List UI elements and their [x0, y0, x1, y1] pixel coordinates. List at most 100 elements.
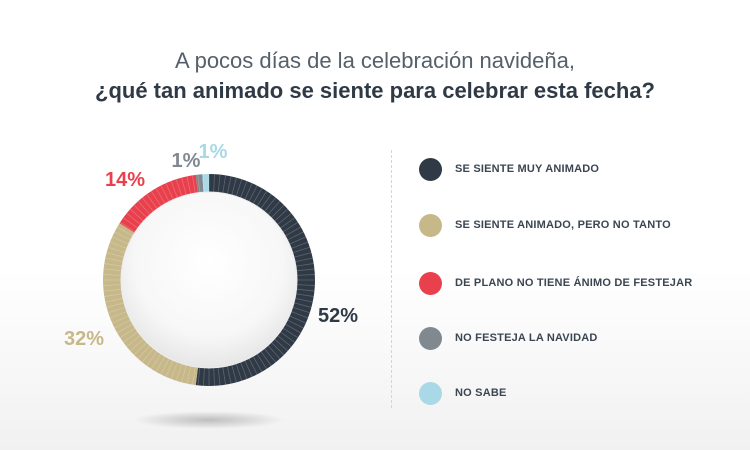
- ring-tick: [146, 350, 158, 366]
- legend-item-4: NO FESTEJA LA NAVIDAD: [419, 326, 739, 352]
- ring-tick: [197, 174, 201, 193]
- ring-tick: [270, 204, 285, 219]
- ring-tick: [186, 176, 192, 195]
- donut-inner-disc: [120, 191, 298, 369]
- ring-tick: [197, 367, 201, 386]
- ring-tick: [133, 341, 148, 356]
- legend-item-5: NO SABE: [419, 381, 739, 407]
- ring-tick: [117, 226, 133, 237]
- ring-tick: [256, 353, 268, 370]
- ring-tick: [270, 341, 285, 356]
- slice-label-3: 14%: [105, 169, 145, 191]
- donut-slice-4: [195, 174, 204, 193]
- donut-slice-1: [195, 174, 315, 386]
- ring-tick: [123, 217, 139, 229]
- ring-tick: [186, 365, 192, 384]
- ring-tick: [292, 246, 310, 254]
- ring-tick: [267, 200, 281, 215]
- ring-tick: [222, 366, 226, 385]
- ring-tick: [123, 331, 139, 343]
- ring-tick: [294, 297, 313, 303]
- ring-tick: [170, 362, 178, 380]
- ring-tick: [108, 306, 126, 314]
- legend-swatch: [419, 214, 442, 237]
- ring-tick: [292, 306, 310, 314]
- donut-slice-3: [119, 174, 198, 233]
- ring-tick: [129, 338, 144, 352]
- legend-swatch: [419, 272, 442, 295]
- ring-tick: [112, 236, 129, 245]
- ring-tick: [231, 177, 237, 196]
- ring-tick: [137, 345, 151, 360]
- ring-tick: [160, 358, 170, 375]
- ring-tick: [226, 365, 232, 384]
- ring-tick: [126, 212, 141, 225]
- ring-tick: [264, 348, 277, 363]
- ring-tick: [114, 231, 131, 241]
- ring-tick: [264, 197, 277, 212]
- ring-tick: [267, 345, 281, 360]
- ring-tick: [222, 175, 226, 194]
- donut-slice-2: [102, 223, 198, 386]
- ring-tick: [235, 179, 243, 197]
- ring-tick: [260, 194, 272, 210]
- ring-tick: [117, 323, 133, 334]
- ring-tick: [231, 364, 237, 383]
- ring-tick: [293, 302, 312, 308]
- ring-tick: [274, 338, 289, 352]
- ring-tick: [295, 263, 314, 267]
- ring-tick: [133, 204, 148, 219]
- ring-tick: [282, 221, 299, 233]
- ring-tick: [160, 185, 170, 202]
- legend-swatch: [419, 382, 442, 405]
- ring-tick: [260, 350, 272, 366]
- ring-tick: [150, 190, 162, 207]
- ring-tick: [105, 297, 124, 303]
- ring-tick: [226, 176, 232, 195]
- ring-tick: [235, 363, 243, 381]
- ring-tick: [114, 319, 131, 329]
- slice-label-1: 52%: [318, 305, 358, 327]
- ring-tick: [244, 183, 253, 200]
- ring-tick: [294, 257, 313, 263]
- ring-tick: [106, 252, 125, 258]
- ring-tick: [126, 335, 141, 348]
- legend-swatch: [419, 158, 442, 181]
- ring-tick: [296, 268, 315, 272]
- chart-shadow: [134, 411, 284, 429]
- ring-tick: [282, 327, 299, 339]
- ring-tick: [141, 197, 154, 212]
- donut-slice-5: [202, 174, 209, 193]
- chart-title-line1: A pocos días de la celebración navideña,: [175, 48, 575, 73]
- ring-tick: [106, 302, 125, 308]
- ring-tick: [155, 188, 166, 204]
- ring-tick: [240, 362, 248, 380]
- legend-item-3: DE PLANO NO TIENE ÁNIMO DE FESTEJAR: [419, 271, 739, 297]
- ring-tick: [213, 367, 215, 386]
- ring-tick: [137, 200, 151, 215]
- legend-label: NO SABE: [455, 387, 507, 399]
- ring-tick: [150, 353, 162, 370]
- legend-item-1: SE SIENTE MUY ANIMADO: [419, 157, 739, 183]
- ring-tick: [279, 331, 295, 343]
- ring-tick: [289, 315, 306, 324]
- ring-tick: [296, 274, 315, 276]
- ring-tick: [108, 246, 126, 254]
- ring-tick: [244, 360, 253, 377]
- legend-item-2: SE SIENTE ANIMADO, PERO NO TANTO: [419, 213, 739, 239]
- ring-tick: [181, 177, 187, 196]
- ring-tick: [129, 208, 144, 222]
- ring-tick: [248, 185, 258, 202]
- ring-tick: [248, 358, 258, 375]
- ring-tick: [105, 257, 124, 263]
- ring-tick: [256, 190, 268, 207]
- ring-tick: [181, 364, 187, 383]
- ring-tick: [217, 367, 221, 386]
- ring-tick: [104, 293, 123, 297]
- ring-tick: [213, 174, 215, 193]
- ring-tick: [291, 311, 309, 319]
- ring-tick: [109, 311, 127, 319]
- legend-label: DE PLANO NO TIENE ÁNIMO DE FESTEJAR: [455, 277, 693, 289]
- ring-tick: [175, 179, 183, 197]
